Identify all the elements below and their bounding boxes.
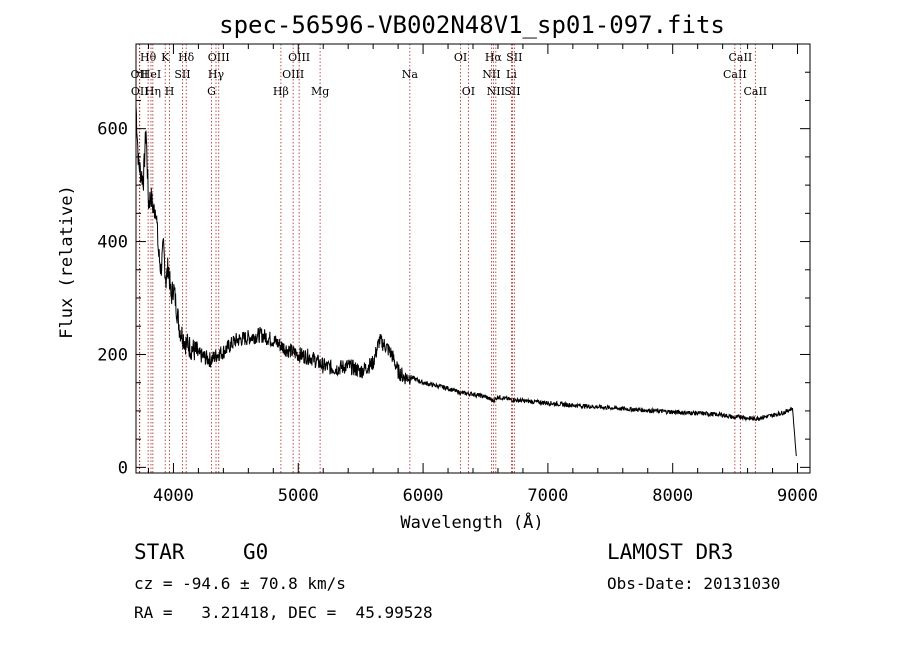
line-label-9: G: [207, 85, 216, 98]
emission-lines: OII OII Hθ HeI Hη K H SII Hδ G OIII Hγ Hβ OIII OIII Mg N…: [131, 44, 767, 473]
y-tick-label: 200: [97, 345, 128, 365]
coordinates: RA = 3.21418, DEC = 45.99528: [134, 603, 433, 622]
chart-title: spec-56596-VB002N48V1_sp01-097.fits: [219, 11, 725, 39]
y-tick-label: 400: [97, 233, 128, 253]
y-tick-label: 0: [118, 458, 128, 478]
line-label-15: Mg: [311, 85, 329, 98]
x-axis-label: Wavelength (Å): [400, 511, 543, 533]
line-label-23: SII: [506, 51, 522, 64]
line-label-26: CaII: [729, 51, 753, 64]
x-tick-label: 5000: [278, 486, 319, 506]
line-label-21: NII: [487, 85, 505, 98]
x-tick-label: 9000: [777, 486, 818, 506]
line-label-20: Hα: [485, 51, 503, 64]
object-subclass: G0: [243, 540, 269, 564]
line-label-3: HeI: [141, 68, 161, 81]
line-label-19: NII: [482, 68, 500, 81]
line-label-18: OI: [462, 85, 475, 98]
line-label-11: Hγ: [208, 68, 225, 81]
line-label-22: SII: [504, 85, 520, 98]
line-label-12: Hβ: [273, 85, 289, 98]
y-axis-label: Flux (relative): [57, 185, 77, 339]
line-label-6: H: [165, 85, 175, 98]
line-label-1: OII: [131, 85, 149, 98]
survey-name: LAMOST DR3: [607, 540, 734, 564]
spectrum-line: [135, 106, 797, 457]
line-label-4: Hη: [145, 85, 161, 98]
object-class: STAR: [134, 540, 185, 564]
x-axis: 4000 5000 6000 7000 8000 9000: [147, 44, 818, 506]
plot-frame: [135, 43, 811, 474]
line-label-16: Na: [402, 68, 419, 81]
y-axis: 0 200 400 600: [97, 71, 810, 478]
line-label-10: OIII: [208, 51, 230, 64]
x-tick-label: 8000: [652, 486, 693, 506]
y-tick-label: 600: [97, 120, 128, 140]
line-label-5: K: [161, 51, 170, 64]
redshift-value: cz = -94.6 ± 70.8 km/s: [134, 574, 346, 593]
x-tick-label: 4000: [153, 486, 194, 506]
line-label-14: OIII: [288, 51, 310, 64]
x-tick-label: 6000: [403, 486, 444, 506]
line-label-2: Hθ: [140, 51, 157, 64]
obs-date: Obs-Date: 20131030: [607, 574, 781, 593]
line-label-8: Hδ: [178, 51, 195, 64]
line-label-17: OI: [454, 51, 467, 64]
line-label-7: SII: [174, 68, 190, 81]
line-label-0: OII: [131, 68, 149, 81]
line-label-27: CaII: [743, 85, 767, 98]
line-label-25: CaII: [723, 68, 747, 81]
line-label-13: OIII: [282, 68, 304, 81]
x-tick-label: 7000: [527, 486, 568, 506]
line-label-24: Li: [506, 68, 517, 81]
